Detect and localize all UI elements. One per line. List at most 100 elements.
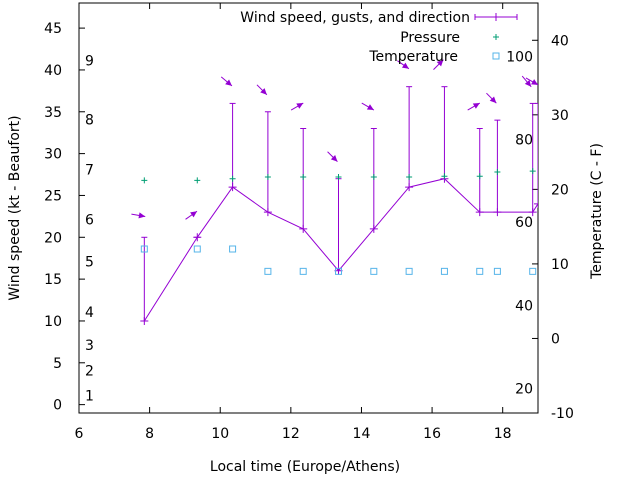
temperature-point	[440, 267, 448, 275]
y2-tick-label: 10	[551, 257, 569, 273]
y-axis-label: Wind speed (kt - Beaufort)	[7, 115, 23, 300]
fahrenheit-label: 40	[515, 299, 533, 315]
wind-direction-arrowhead	[524, 79, 532, 87]
x-tick-label: 14	[353, 426, 371, 442]
wind-direction-arrowhead	[190, 211, 198, 218]
temperature-point	[493, 267, 501, 275]
wind-point	[369, 224, 378, 233]
beaufort-label: 3	[85, 338, 94, 354]
y2-tick-label: 0	[551, 331, 560, 347]
temperature-point	[140, 245, 148, 253]
x-tick-label: 18	[494, 426, 512, 442]
y2-axis-label: Temperature (C - F)	[589, 143, 605, 280]
pressure-point	[194, 177, 201, 184]
y-tick-label: 30	[44, 147, 62, 163]
fahrenheit-label: 60	[515, 215, 533, 231]
pressure-point	[229, 175, 236, 182]
wind-direction-arrowhead	[401, 62, 409, 69]
fahrenheit-label: 100	[506, 50, 533, 66]
pressure-point	[370, 174, 377, 181]
pressure-point	[300, 174, 307, 181]
x-tick-label: 6	[75, 426, 84, 442]
temperature-point	[529, 267, 537, 275]
x-tick-label: 8	[145, 426, 154, 442]
pressure-point	[264, 174, 271, 181]
beaufort-label: 6	[85, 213, 94, 229]
x-axis-label: Local time (Europe/Athens)	[210, 459, 400, 475]
wind-direction-arrowhead	[225, 79, 232, 86]
legend-label: Pressure	[400, 30, 460, 46]
beaufort-label: 2	[85, 363, 94, 379]
legend-swatch-wind-point	[492, 13, 500, 21]
wind-direction-arrowhead	[296, 103, 304, 109]
y-tick-label: 5	[53, 356, 62, 372]
pressure-point	[141, 177, 148, 184]
beaufort-label: 5	[85, 255, 94, 271]
wind-point	[528, 208, 537, 217]
plot-frame	[78, 2, 539, 414]
y-tick-label: 10	[44, 314, 62, 330]
pressure-point	[406, 174, 413, 181]
temperature-point	[193, 245, 201, 253]
x-tick-label: 12	[282, 426, 300, 442]
pressure-point	[494, 169, 501, 176]
plot-area	[131, 59, 538, 325]
y-tick-label: 15	[44, 272, 62, 288]
legend-label: Temperature	[368, 49, 458, 65]
temperature-point	[264, 267, 272, 275]
y-tick-label: 35	[44, 105, 62, 121]
temperature-point	[405, 267, 413, 275]
temperature-point	[476, 267, 484, 275]
y-tick-label: 0	[53, 398, 62, 414]
y2-tick-label: 40	[551, 33, 569, 49]
wind-speed-line	[143, 178, 538, 322]
wind-direction-arrowhead	[330, 155, 338, 162]
wind-point	[493, 208, 502, 217]
wind-direction-arrowhead	[436, 59, 444, 67]
wind-point	[299, 224, 308, 233]
beaufort-label: 1	[85, 388, 94, 404]
beaufort-label: 9	[85, 54, 94, 70]
wind-direction-arrowhead	[260, 88, 267, 95]
fahrenheit-label: 20	[515, 381, 533, 397]
wind-point	[534, 199, 538, 208]
wind-point	[405, 183, 414, 192]
temperature-point	[299, 267, 307, 275]
wind-point	[140, 316, 149, 325]
y2-tick-label: 30	[551, 108, 569, 124]
beaufort-label: 7	[85, 163, 94, 179]
pressure-point	[335, 174, 342, 181]
y-tick-label: 40	[44, 63, 62, 79]
wind-direction-arrowhead	[489, 96, 497, 104]
wind-point	[193, 233, 202, 242]
wind-direction-arrowhead	[472, 103, 480, 109]
x-tick-label: 16	[423, 426, 441, 442]
beaufort-label: 4	[85, 305, 94, 321]
pressure-point	[441, 173, 448, 180]
legend-swatch-temperature	[492, 52, 500, 60]
y-tick-label: 20	[44, 230, 62, 246]
wind-direction-arrowhead	[531, 79, 538, 85]
temperature-point	[335, 267, 343, 275]
x-tick-label: 10	[211, 426, 229, 442]
pressure-point	[476, 173, 483, 180]
wind-point	[475, 208, 484, 217]
temperature-point	[229, 245, 237, 253]
legend-swatch-pressure	[493, 34, 499, 40]
y2-tick-label: -10	[551, 406, 574, 422]
plot-clipped-group	[131, 59, 538, 325]
wind-point	[263, 208, 272, 217]
pressure-point	[529, 168, 536, 175]
wind-direction-arrowhead	[138, 212, 146, 219]
wind-point	[228, 183, 237, 192]
fahrenheit-label: 80	[515, 132, 533, 148]
y-tick-label: 45	[44, 21, 62, 37]
y2-tick-label: 20	[551, 182, 569, 198]
beaufort-label: 8	[85, 112, 94, 128]
axis-ticks: 6 8 10 12 14 16 18051015202530354045-100102030…	[44, 3, 574, 442]
legend: Wind speed, gusts, and direction Pressure…	[240, 10, 518, 65]
temperature-point	[370, 267, 378, 275]
wind-direction-arrowhead	[366, 104, 374, 111]
legend-label: Wind speed, gusts, and direction	[240, 10, 470, 26]
